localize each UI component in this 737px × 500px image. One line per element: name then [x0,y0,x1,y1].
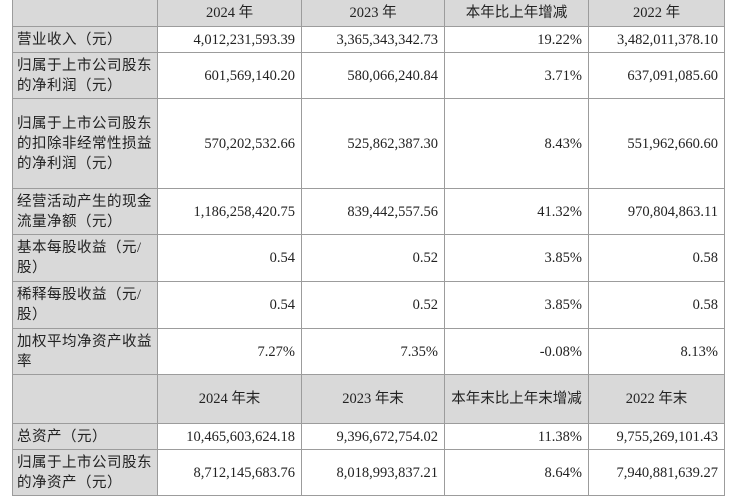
value-change: 8.64% [444,449,589,496]
row-label: 总资产（元） [12,423,158,450]
row-label: 归属于上市公司股东的净资产（元） [12,449,158,496]
value-2024: 0.54 [157,281,302,329]
row-label: 归属于上市公司股东的净利润（元） [12,52,158,99]
header-cell-change-end: 本年末比上年末增减 [444,374,589,424]
value-change: 3.71% [444,52,589,99]
value-2022: 9,755,269,101.43 [588,423,725,450]
value-2023: 7.35% [301,328,445,375]
table-row: 基本每股收益（元/股） 0.54 0.52 3.85% 0.58 [12,234,725,282]
value-2023: 525,862,387.30 [301,98,445,189]
value-change: 3.85% [444,234,589,282]
header-row-yearend: 2024 年末 2023 年末 本年末比上年末增减 2022 年末 [12,374,725,424]
value-2023: 9,396,672,754.02 [301,423,445,450]
row-label: 归属于上市公司股东的扣除非经常性损益的净利润（元） [12,98,158,189]
value-2024: 0.54 [157,234,302,282]
value-2022: 637,091,085.60 [588,52,725,99]
value-2024: 8,712,145,683.76 [157,449,302,496]
header-cell-2024: 2024 年 [157,0,302,27]
value-2023: 839,442,557.56 [301,188,445,235]
value-2024: 4,012,231,593.39 [157,26,302,53]
value-2024: 10,465,603,624.18 [157,423,302,450]
header-cell-2024-end: 2024 年末 [157,374,302,424]
value-change: 3.85% [444,281,589,329]
table-row: 稀释每股收益（元/股） 0.54 0.52 3.85% 0.58 [12,281,725,329]
table-row: 总资产（元） 10,465,603,624.18 9,396,672,754.0… [12,423,725,450]
header-cell-change: 本年比上年增减 [444,0,589,27]
value-change: 41.32% [444,188,589,235]
value-2023: 580,066,240.84 [301,52,445,99]
financial-summary-table: 2024 年 2023 年 本年比上年增减 2022 年 营业收入（元） 4,0… [12,0,725,496]
value-2023: 8,018,993,837.21 [301,449,445,496]
table-row: 经营活动产生的现金流量净额（元） 1,186,258,420.75 839,44… [12,188,725,235]
value-2024: 601,569,140.20 [157,52,302,99]
value-2022: 0.58 [588,281,725,329]
header-cell-2023: 2023 年 [301,0,445,27]
header-cell-empty [12,0,158,27]
value-change: -0.08% [444,328,589,375]
value-2024: 570,202,532.66 [157,98,302,189]
value-2024: 1,186,258,420.75 [157,188,302,235]
value-2022: 551,962,660.60 [588,98,725,189]
header-cell-2022-end: 2022 年末 [588,374,725,424]
row-label: 经营活动产生的现金流量净额（元） [12,188,158,235]
table-row: 归属于上市公司股东的净资产（元） 8,712,145,683.76 8,018,… [12,449,725,496]
row-label: 营业收入（元） [12,26,158,53]
value-2022: 7,940,881,639.27 [588,449,725,496]
header-row-annual: 2024 年 2023 年 本年比上年增减 2022 年 [12,0,725,27]
table-row: 归属于上市公司股东的扣除非经常性损益的净利润（元） 570,202,532.66… [12,98,725,189]
value-2024: 7.27% [157,328,302,375]
header-cell-2022: 2022 年 [588,0,725,27]
value-2022: 8.13% [588,328,725,375]
header-cell-empty [12,374,158,424]
row-label: 稀释每股收益（元/股） [12,281,158,329]
value-change: 11.38% [444,423,589,450]
value-2023: 3,365,343,342.73 [301,26,445,53]
value-2023: 0.52 [301,234,445,282]
row-label: 基本每股收益（元/股） [12,234,158,282]
table-row: 营业收入（元） 4,012,231,593.39 3,365,343,342.7… [12,26,725,53]
row-label: 加权平均净资产收益率 [12,328,158,375]
value-2023: 0.52 [301,281,445,329]
table-row: 归属于上市公司股东的净利润（元） 601,569,140.20 580,066,… [12,52,725,99]
value-2022: 0.58 [588,234,725,282]
value-change: 8.43% [444,98,589,189]
value-change: 19.22% [444,26,589,53]
table-row: 加权平均净资产收益率 7.27% 7.35% -0.08% 8.13% [12,328,725,375]
value-2022: 3,482,011,378.10 [588,26,725,53]
value-2022: 970,804,863.11 [588,188,725,235]
header-cell-2023-end: 2023 年末 [301,374,445,424]
